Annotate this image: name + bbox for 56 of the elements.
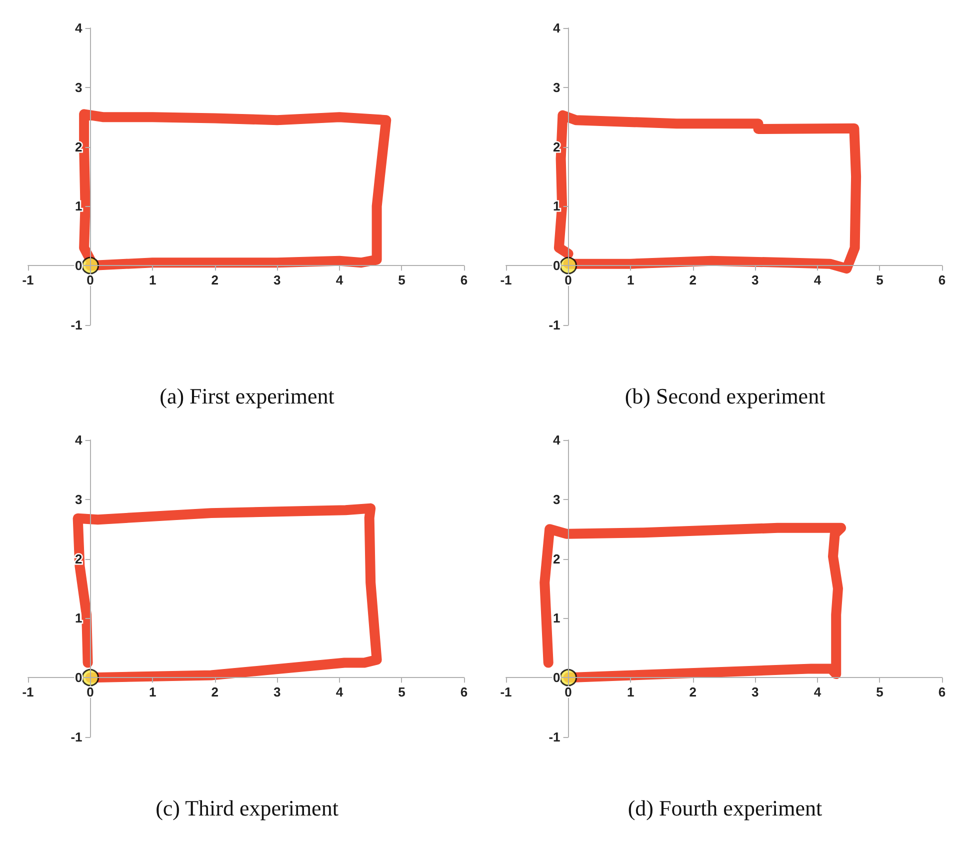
- y-tick-label: 4: [75, 432, 84, 448]
- x-tick-label: 4: [336, 684, 344, 700]
- x-tick-label: 0: [564, 684, 572, 700]
- y-tick-label: 4: [553, 432, 562, 448]
- x-tick-label: 2: [689, 684, 696, 700]
- x-tick-label: 1: [626, 272, 634, 288]
- y-tick-label: 3: [553, 80, 560, 95]
- x-tick-label: 3: [274, 272, 281, 288]
- x-tick-label: 1: [626, 684, 634, 700]
- x-tick-label: 2: [211, 272, 218, 288]
- text: (b) Second experiment: [624, 384, 826, 408]
- x-tick-label: 3: [274, 684, 281, 700]
- text: (c) Third experiment: [156, 796, 338, 820]
- x-tick-label: 5: [876, 272, 884, 288]
- y-tick-label: 4: [553, 20, 562, 36]
- x-tick-label: 1: [148, 272, 156, 288]
- y-tick-label: 0: [75, 258, 82, 274]
- x-tick-label: -1: [500, 272, 512, 288]
- x-tick-label: 6: [460, 684, 468, 700]
- x-tick-label: 5: [398, 684, 406, 700]
- x-tick-label: 5: [398, 272, 406, 288]
- y-tick-label: 2: [75, 551, 82, 566]
- x-tick-label: 0: [86, 272, 94, 288]
- x-tick-label: 5: [876, 684, 884, 700]
- y-tick-label: -1: [548, 730, 560, 744]
- text: (a) First experiment: [160, 384, 334, 408]
- y-tick-label: 3: [75, 80, 82, 95]
- x-tick-label: 1: [148, 684, 156, 700]
- y-tick-label: 1: [553, 610, 560, 626]
- y-tick-label: 2: [553, 551, 560, 566]
- y-tick-label: 1: [75, 610, 82, 626]
- x-tick-label: 2: [211, 684, 218, 700]
- y-tick-label: -1: [70, 318, 82, 332]
- x-tick-label: 3: [752, 272, 759, 288]
- x-tick-label: -1: [500, 684, 512, 700]
- y-tick-label: 0: [553, 258, 560, 274]
- text: (d) Fourth experiment: [628, 796, 822, 820]
- y-tick-label: 0: [75, 670, 82, 686]
- x-tick-label: 0: [564, 272, 572, 288]
- y-tick-label: 0: [553, 670, 560, 686]
- x-tick-label: 6: [460, 272, 468, 288]
- x-tick-label: 4: [814, 272, 822, 288]
- y-tick-label: 4: [75, 20, 84, 36]
- x-tick-label: 4: [336, 272, 344, 288]
- x-tick-label: 0: [86, 684, 94, 700]
- y-tick-label: -1: [548, 318, 560, 332]
- x-tick-label: 2: [689, 272, 696, 288]
- x-tick-label: 6: [938, 272, 946, 288]
- y-tick-label: -1: [70, 730, 82, 744]
- x-tick-label: 4: [814, 684, 822, 700]
- x-tick-label: -1: [22, 272, 34, 288]
- x-tick-label: 3: [752, 684, 759, 700]
- x-tick-label: -1: [22, 684, 34, 700]
- y-tick-label: 3: [75, 492, 82, 507]
- x-tick-label: 6: [938, 684, 946, 700]
- y-tick-label: 3: [553, 492, 560, 507]
